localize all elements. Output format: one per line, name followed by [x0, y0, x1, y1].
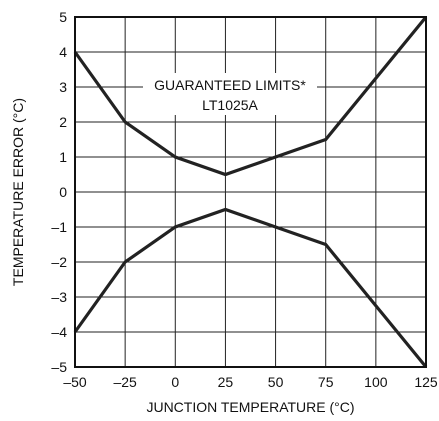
lower-limit-line: [73, 207, 428, 369]
annotation-line: GUARANTEED LIMITS*: [154, 77, 306, 93]
series-group: [73, 15, 428, 369]
x-tick-label: –25: [113, 374, 137, 390]
y-tick-label: 2: [59, 114, 67, 130]
y-tick-label: –2: [51, 254, 67, 270]
annotation: GUARANTEED LIMITS* LT1025A: [143, 73, 317, 115]
y-tick-labels: –5 –4 –3 –2 –1 0 1 2 3 4 5: [51, 9, 67, 375]
upper-limit-line: [73, 15, 428, 177]
x-tick-label: 75: [318, 374, 334, 390]
x-tick-label: 50: [268, 374, 284, 390]
plot-frame: [74, 16, 427, 368]
y-tick-label: –4: [51, 324, 67, 340]
x-tick-label: 125: [414, 374, 438, 390]
x-tick-label: 100: [364, 374, 388, 390]
y-tick-label: 3: [59, 79, 67, 95]
grid: [74, 16, 427, 368]
x-tick-labels: –50 –25 0 25 50 75 100 125: [63, 374, 438, 390]
annotation-background: [143, 73, 317, 115]
y-tick-label: 5: [59, 9, 67, 25]
y-tick-label: –5: [51, 359, 67, 375]
x-tick-label: 25: [218, 374, 234, 390]
y-axis-title: TEMPERATURE ERROR (°C): [10, 98, 26, 286]
x-axis-title: JUNCTION TEMPERATURE (°C): [146, 399, 354, 415]
x-tick-label: 0: [171, 374, 179, 390]
y-tick-label: –1: [51, 219, 67, 235]
y-tick-label: 0: [59, 184, 67, 200]
y-tick-label: –3: [51, 289, 67, 305]
x-tick-label: –50: [63, 374, 87, 390]
annotation-line: LT1025A: [202, 97, 258, 113]
y-tick-label: 1: [59, 149, 67, 165]
y-tick-label: 4: [59, 44, 67, 60]
